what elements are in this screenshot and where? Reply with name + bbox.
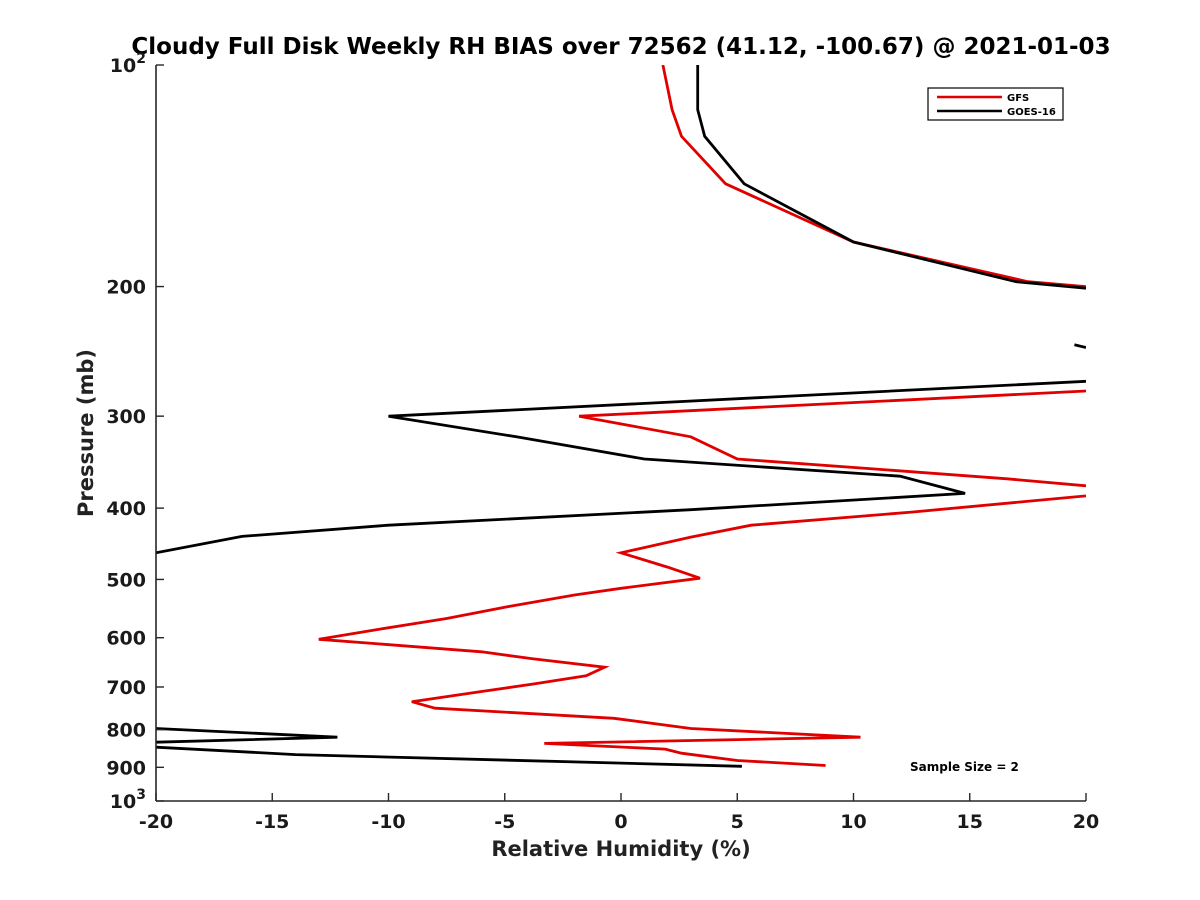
series-line-gfs xyxy=(318,494,1086,767)
x-tick-label: -20 xyxy=(139,811,173,833)
legend-label-gfs: GFS xyxy=(1007,93,1029,104)
y-tick-label: 700 xyxy=(106,677,146,699)
y-tick-label: 400 xyxy=(106,498,146,520)
legend: GFS GOES-16 xyxy=(927,87,1064,121)
series-line-goes16 xyxy=(156,745,742,768)
y-tick-label: 600 xyxy=(106,628,146,650)
legend-box xyxy=(927,87,1064,121)
y-tick-label: 300 xyxy=(106,406,146,428)
legend-label-goes16: GOES-16 xyxy=(1007,107,1056,118)
x-tick-label: 0 xyxy=(614,811,627,833)
sample-size-annotation: Sample Size = 2 xyxy=(910,760,1019,774)
series-layer xyxy=(156,65,1086,768)
series-line-goes16 xyxy=(696,65,1086,290)
x-tick-label: 20 xyxy=(1073,811,1099,833)
y-tick-base: 10 xyxy=(110,55,136,77)
y-tick-label: 500 xyxy=(106,569,146,591)
x-tick-label: 15 xyxy=(957,811,983,833)
x-tick-label: -10 xyxy=(371,811,405,833)
y-tick-label: 200 xyxy=(106,277,146,299)
x-tick-label: -5 xyxy=(494,811,515,833)
y-axis-label: Pressure (mb) xyxy=(74,349,98,517)
y-tick-label: 103 xyxy=(110,787,146,813)
x-axis-label: Relative Humidity (%) xyxy=(491,837,750,861)
x-tick-label: 10 xyxy=(840,811,866,833)
chart-title: Cloudy Full Disk Weekly RH BIAS over 725… xyxy=(131,34,1110,60)
y-tick-label: 800 xyxy=(106,720,146,742)
x-tick-label: -15 xyxy=(255,811,289,833)
y-tick-exponent: 2 xyxy=(136,51,146,67)
series-line-goes16 xyxy=(156,727,338,744)
y-tick-exponent: 3 xyxy=(136,787,146,803)
y-tick-label: 900 xyxy=(106,757,146,779)
series-line-goes16 xyxy=(156,379,1086,555)
plot-area xyxy=(156,65,1086,801)
y-tick-label: 102 xyxy=(110,51,146,77)
x-tick-label: 5 xyxy=(731,811,744,833)
series-line-gfs xyxy=(578,389,1086,488)
x-axis-ticks: -20 -15 -10 -5 0 5 10 15 20 xyxy=(139,793,1099,833)
series-line-goes16 xyxy=(1074,343,1086,349)
y-tick-base: 10 xyxy=(110,791,136,813)
